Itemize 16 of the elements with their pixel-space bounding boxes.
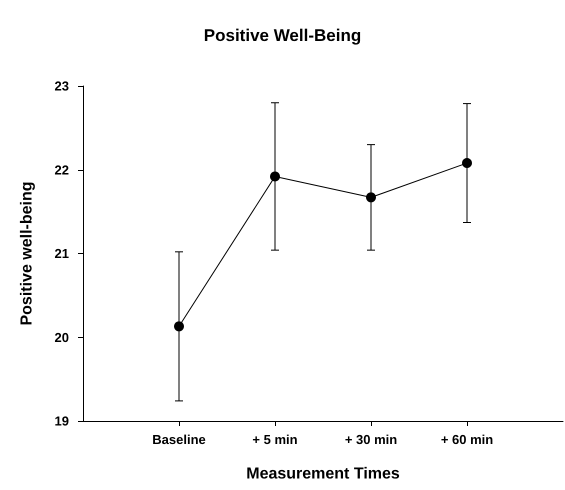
y-tick-label: 22	[54, 162, 69, 178]
x-tick-label: Baseline	[152, 432, 206, 447]
chart-title: Positive Well-Being	[204, 26, 362, 45]
y-tick-label: 21	[54, 246, 69, 261]
x-axis-title: Measurement Times	[246, 466, 400, 482]
x-tick-label: + 30 min	[344, 432, 398, 447]
point	[270, 171, 280, 182]
point	[462, 158, 472, 168]
y-tick-label: 23	[54, 78, 69, 94]
point	[366, 192, 376, 202]
x-tick-label: + 60 min	[440, 432, 494, 447]
x-tick-label: + 5 min	[252, 432, 298, 447]
y-tick-label: 19	[54, 414, 69, 428]
y-axis-title: Positive well-being	[18, 181, 36, 326]
point	[174, 321, 184, 332]
y-tick-label: 20	[54, 330, 69, 345]
